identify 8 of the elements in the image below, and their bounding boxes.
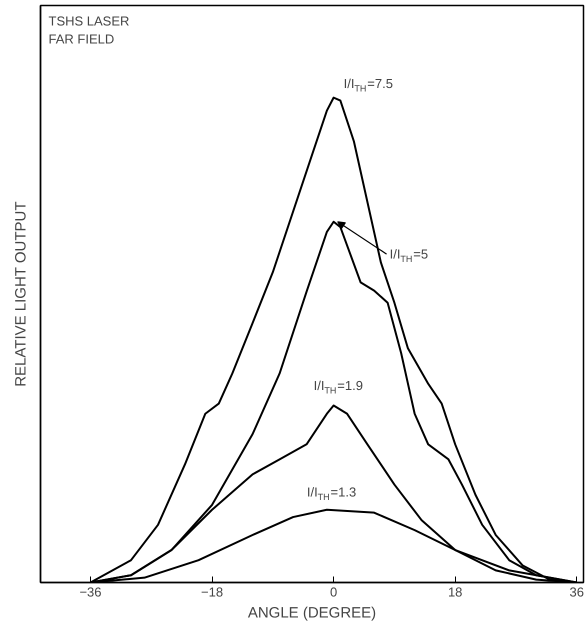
chart-title: TSHS LASER FAR FIELD bbox=[48, 14, 130, 46]
x-tick-label: 18 bbox=[448, 584, 462, 600]
y-axis-title: RELATIVE LIGHT OUTPUT bbox=[12, 201, 30, 387]
x-tick-label: 36 bbox=[570, 584, 584, 600]
x-tick-label: −36 bbox=[79, 584, 102, 600]
x-tick-label: 0 bbox=[330, 584, 338, 600]
x-axis-title: ANGLE (DEGREE) bbox=[248, 604, 376, 622]
x-tick-label: −18 bbox=[201, 584, 224, 600]
